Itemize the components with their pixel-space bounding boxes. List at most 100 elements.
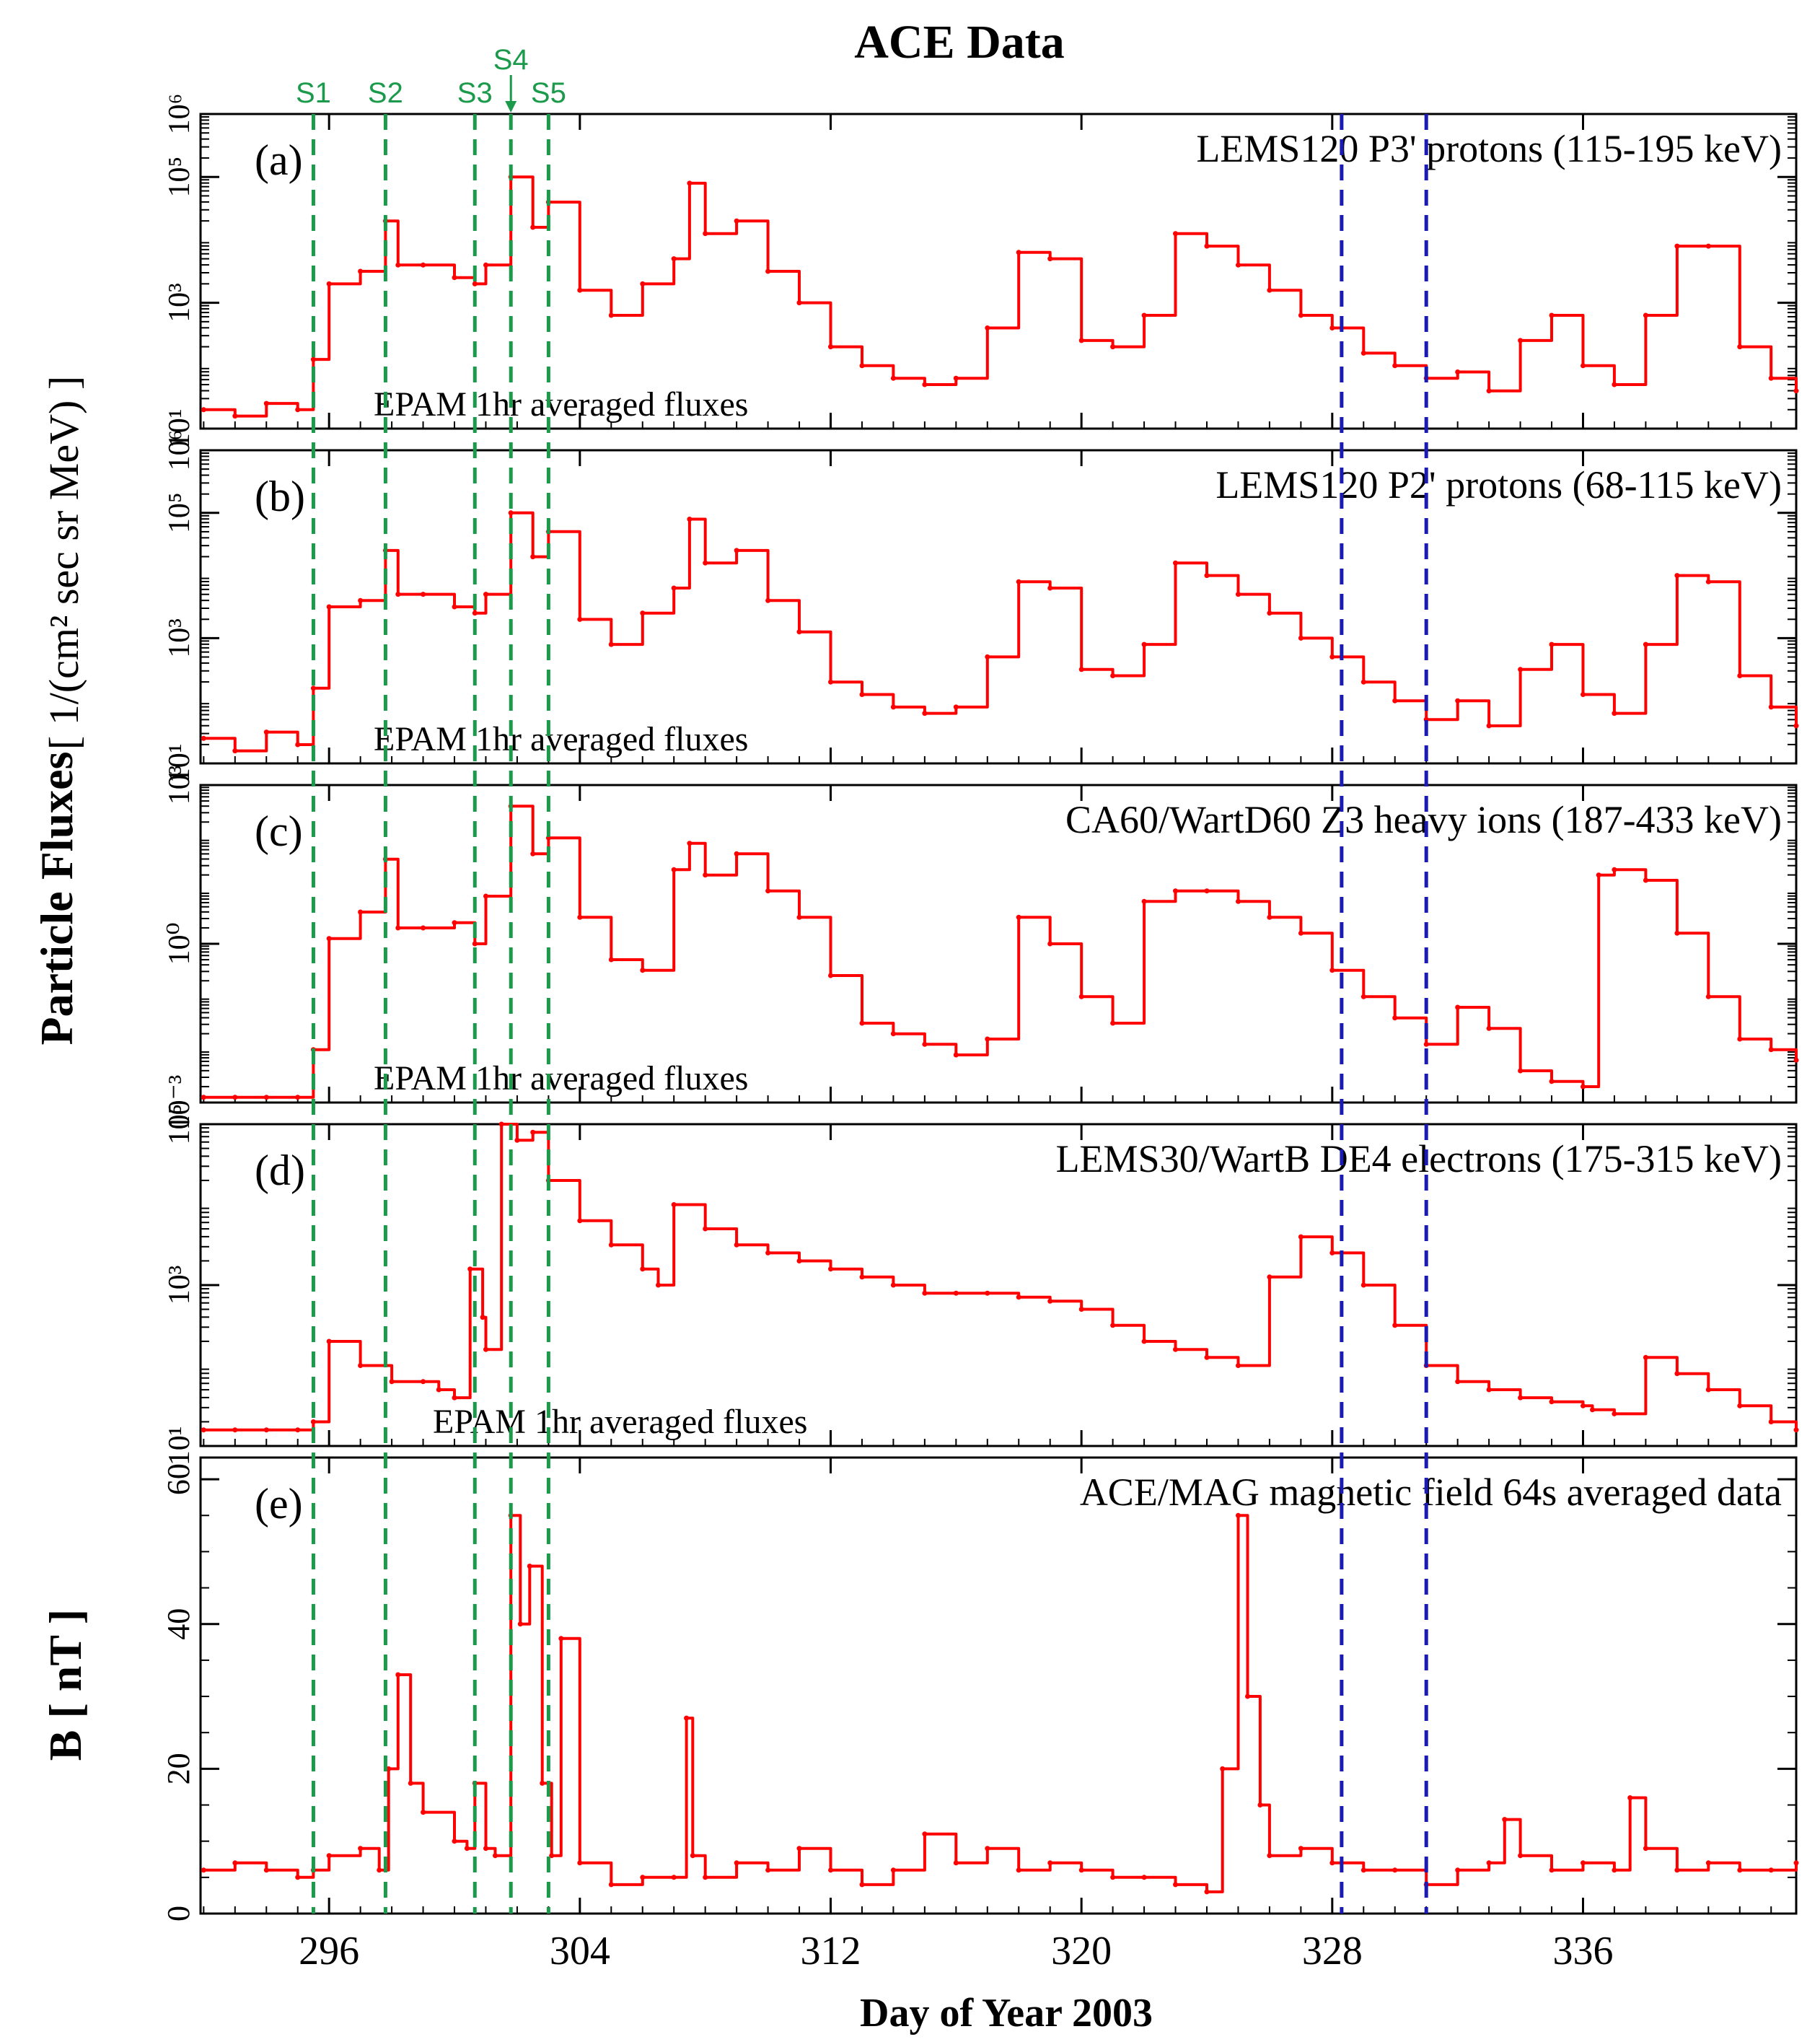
data-point: [201, 1427, 206, 1433]
panel-title: LEMS120 P3' protons (115-195 keV): [1196, 127, 1782, 170]
data-point: [1141, 641, 1147, 647]
data-point: [922, 1290, 928, 1296]
data-point: [1245, 1693, 1250, 1699]
series-line-b: [203, 511, 1798, 753]
y-tick-label: 10⁵: [163, 1104, 196, 1145]
data-point: [558, 1636, 564, 1642]
data-point: [1643, 1354, 1648, 1360]
data-point: [1110, 344, 1116, 350]
data-point: [1298, 1234, 1304, 1240]
shock-label: S1: [296, 77, 331, 109]
data-point: [577, 1218, 583, 1224]
data-point: [796, 629, 802, 635]
data-point: [687, 841, 693, 846]
data-point: [765, 597, 771, 603]
data-point: [480, 1315, 485, 1320]
data-point: [1204, 243, 1210, 249]
data-point: [1047, 256, 1053, 262]
data-point: [1486, 1387, 1492, 1393]
data-point: [1016, 914, 1021, 920]
data-point: [1549, 1079, 1555, 1084]
panel-d: 10¹ 10³ 10⁵ (d) LEMS30/WartB DE4 electrons (…: [163, 1104, 1799, 1466]
data-point: [1329, 325, 1335, 330]
data-point: [464, 1846, 470, 1852]
data-point: [421, 592, 426, 597]
data-point: [671, 867, 677, 872]
data-point: [734, 1860, 739, 1866]
data-point: [687, 180, 693, 186]
data-point: [1612, 1411, 1617, 1416]
data-point: [1768, 1867, 1774, 1873]
data-point: [1455, 369, 1461, 374]
x-tick-label: 304: [550, 1929, 610, 1973]
data-point: [421, 925, 426, 931]
y-tick-label: 20: [161, 1753, 196, 1784]
data-point: [1360, 1282, 1366, 1288]
data-point: [953, 1052, 959, 1058]
data-point: [1173, 231, 1178, 237]
data-point: [1236, 1512, 1241, 1518]
data-point: [985, 654, 990, 660]
data-point: [1737, 344, 1743, 350]
data-point: [703, 560, 708, 566]
data-point: [1518, 1853, 1524, 1859]
data-point: [1360, 350, 1366, 356]
data-point: [1486, 723, 1492, 729]
data-point: [1674, 243, 1680, 249]
panel-title: LEMS120 P2' protons (68-115 keV): [1215, 463, 1782, 507]
data-point: [326, 1338, 332, 1344]
data-point: [828, 1266, 833, 1272]
data-point: [467, 1266, 473, 1272]
data-point: [1173, 1346, 1178, 1352]
data-point: [1173, 1882, 1178, 1888]
data-point: [1768, 1419, 1774, 1424]
data-point: [472, 941, 478, 947]
data-point: [1612, 867, 1617, 872]
data-point: [734, 1242, 739, 1248]
data-point: [796, 300, 802, 306]
data-point: [859, 363, 865, 369]
data-point: [1455, 698, 1461, 704]
data-point: [1329, 1250, 1335, 1256]
data-point: [608, 957, 614, 963]
data-point: [377, 1867, 382, 1873]
data-point: [922, 711, 928, 717]
data-point: [1549, 312, 1555, 318]
data-point: [1016, 250, 1021, 255]
data-point: [1298, 635, 1304, 641]
data-point: [1518, 1395, 1524, 1401]
data-point: [1549, 1399, 1555, 1405]
data-point: [358, 1846, 364, 1852]
data-point: [1078, 667, 1084, 672]
y-tick-label: 10⁵: [163, 492, 196, 533]
data-point: [953, 704, 959, 710]
data-point: [1329, 1860, 1335, 1866]
data-point: [389, 1379, 395, 1385]
y-tick-label: 10¹: [163, 409, 196, 449]
data-point: [953, 1290, 959, 1296]
y-tick-label: 0: [161, 1906, 196, 1922]
x-tick-label: 320: [1051, 1929, 1112, 1973]
data-point: [640, 610, 646, 616]
shock-label: S3: [457, 77, 493, 109]
data-point: [1173, 560, 1178, 566]
data-point: [295, 407, 301, 413]
y-axis-label-flux: Particle Fluxes: [31, 752, 82, 1046]
data-point: [1793, 723, 1799, 729]
shock-label: S4: [493, 44, 529, 76]
data-point: [201, 1867, 206, 1873]
y-tick-label: 10¹: [163, 1427, 196, 1466]
data-point: [452, 1839, 457, 1844]
data-point: [671, 256, 677, 262]
series-line-a: [203, 175, 1798, 418]
data-point: [1047, 1860, 1053, 1866]
data-point: [828, 973, 833, 978]
data-point: [1329, 968, 1335, 973]
data-point: [395, 1672, 401, 1678]
data-point: [1047, 585, 1053, 591]
data-point: [859, 1020, 865, 1026]
data-point: [358, 268, 364, 274]
data-point: [421, 262, 426, 268]
data-point: [1078, 338, 1084, 343]
data-point: [1236, 592, 1241, 597]
